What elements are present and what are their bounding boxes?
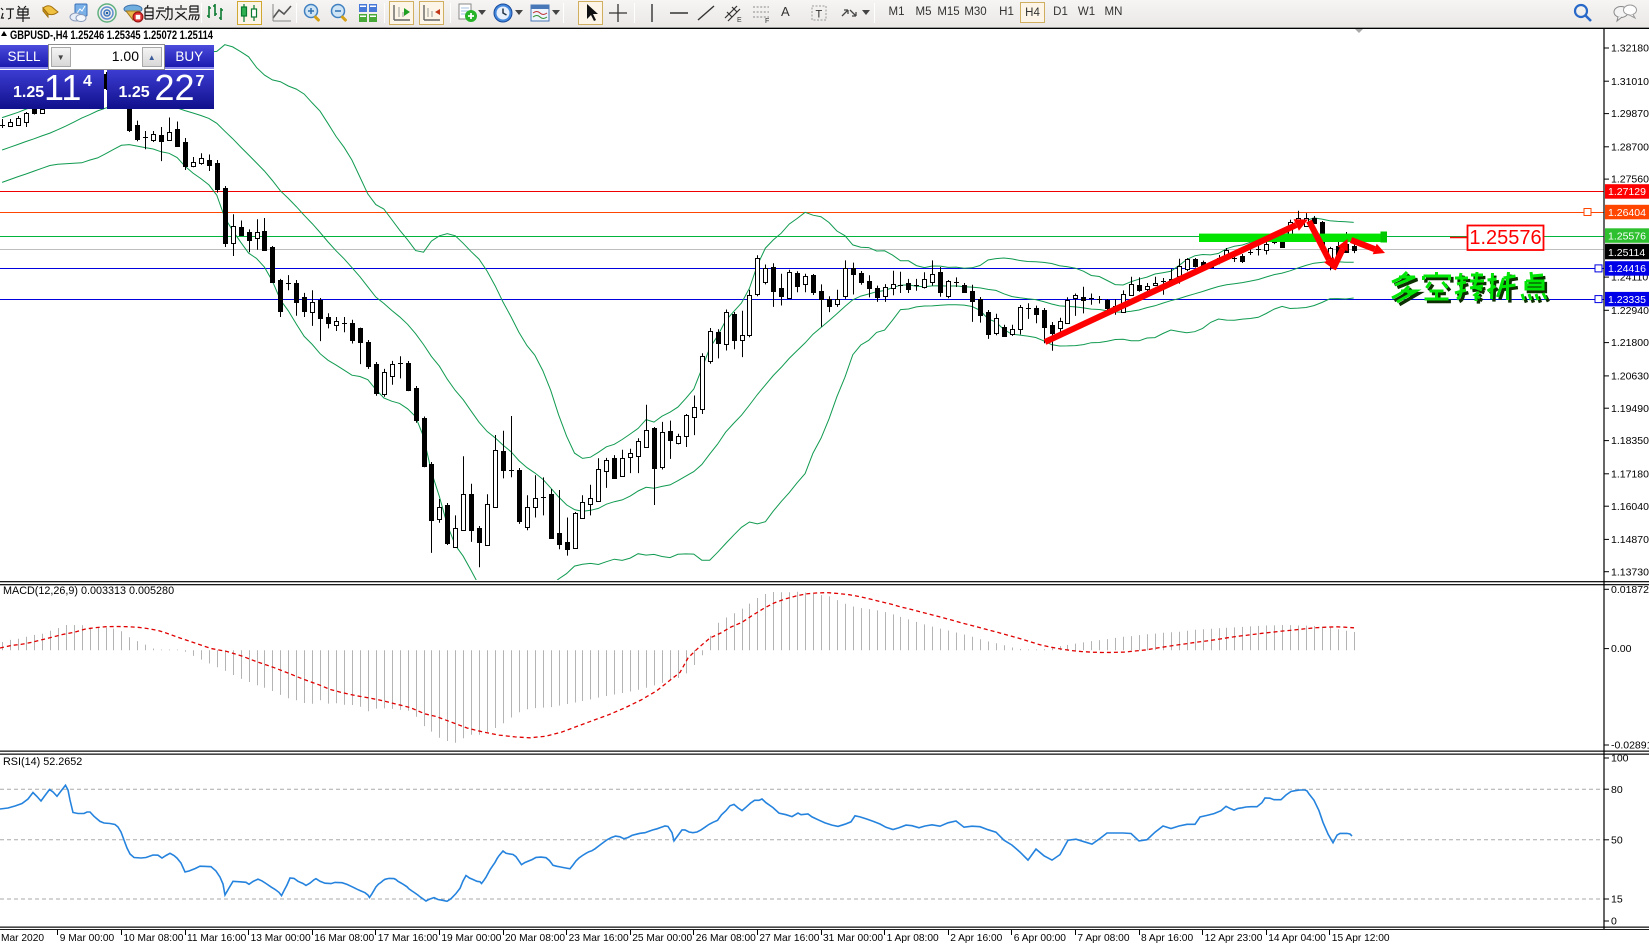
svg-text:1.26404: 1.26404 [1608, 207, 1646, 219]
svg-text:1.22940: 1.22940 [1611, 305, 1649, 317]
svg-text:1.27560: 1.27560 [1611, 174, 1649, 186]
svg-text:Mar 2020: Mar 2020 [1, 933, 44, 944]
svg-text:T: T [816, 9, 823, 21]
svg-text:13 Mar 00:00: 13 Mar 00:00 [251, 933, 311, 944]
svg-text:14 Apr 04:00: 14 Apr 04:00 [1268, 933, 1326, 944]
svg-text:RSI(14) 52.2652: RSI(14) 52.2652 [3, 756, 82, 768]
svg-text:1.24416: 1.24416 [1608, 263, 1646, 275]
svg-text:1.19490: 1.19490 [1611, 403, 1649, 415]
svg-text:80: 80 [1611, 784, 1623, 796]
svg-text:9 Mar 00:00: 9 Mar 00:00 [60, 933, 115, 944]
svg-text:7 Apr 08:00: 7 Apr 08:00 [1077, 933, 1129, 944]
svg-text:1.25576: 1.25576 [1469, 227, 1541, 249]
svg-text:1.31010: 1.31010 [1611, 76, 1649, 88]
svg-text:E: E [737, 17, 742, 24]
svg-text:1.13730: 1.13730 [1611, 566, 1649, 578]
svg-text:31 Mar 00:00: 31 Mar 00:00 [823, 933, 883, 944]
svg-text:17 Mar 16:00: 17 Mar 16:00 [378, 933, 438, 944]
svg-text:26 Mar 08:00: 26 Mar 08:00 [696, 933, 756, 944]
svg-text:MACD(12,26,9) 0.003313 0.00528: MACD(12,26,9) 0.003313 0.005280 [3, 585, 174, 597]
svg-text:1.16040: 1.16040 [1611, 501, 1649, 513]
svg-text:GBPUSD-,H4 1.25246 1.25345 1.: GBPUSD-,H4 1.25246 1.25345 1.25072 1.251… [10, 28, 213, 42]
svg-text:-0.028913: -0.028913 [1611, 740, 1649, 752]
svg-text:11 Mar 16:00: 11 Mar 16:00 [187, 933, 247, 944]
svg-text:10 Mar 08:00: 10 Mar 08:00 [123, 933, 183, 944]
svg-text:15 Apr 12:00: 15 Apr 12:00 [1332, 933, 1390, 944]
svg-text:16 Mar 08:00: 16 Mar 08:00 [314, 933, 374, 944]
svg-text:6 Apr 00:00: 6 Apr 00:00 [1014, 933, 1066, 944]
svg-text:0.018721: 0.018721 [1611, 584, 1649, 596]
svg-text:1.18350: 1.18350 [1611, 435, 1649, 447]
svg-text:100: 100 [1611, 753, 1629, 765]
svg-text:1.29870: 1.29870 [1611, 108, 1649, 120]
svg-text:1.25576: 1.25576 [1608, 230, 1646, 242]
svg-text:23 Mar 16:00: 23 Mar 16:00 [569, 933, 629, 944]
svg-text:1.32180: 1.32180 [1611, 43, 1649, 55]
svg-text:1.20630: 1.20630 [1611, 371, 1649, 383]
svg-text:20 Mar 08:00: 20 Mar 08:00 [505, 933, 565, 944]
svg-text:0.00: 0.00 [1611, 643, 1632, 655]
svg-text:50: 50 [1611, 834, 1623, 846]
svg-text:0: 0 [1611, 916, 1617, 928]
svg-text:1 Apr 08:00: 1 Apr 08:00 [887, 933, 939, 944]
svg-text:1.23335: 1.23335 [1608, 294, 1646, 306]
svg-text:F: F [765, 18, 769, 24]
svg-text:19 Mar 00:00: 19 Mar 00:00 [441, 933, 501, 944]
svg-text:25 Mar 00:00: 25 Mar 00:00 [632, 933, 692, 944]
svg-text:1.27129: 1.27129 [1608, 186, 1646, 198]
svg-text:1.28700: 1.28700 [1611, 141, 1649, 153]
svg-text:1.21800: 1.21800 [1611, 337, 1649, 349]
svg-text:1.14870: 1.14870 [1611, 534, 1649, 546]
svg-text:12 Apr 23:00: 12 Apr 23:00 [1205, 933, 1263, 944]
svg-text:1.25114: 1.25114 [1608, 247, 1645, 259]
svg-text:2 Apr 16:00: 2 Apr 16:00 [950, 933, 1002, 944]
svg-text:27 Mar 16:00: 27 Mar 16:00 [759, 933, 819, 944]
svg-text:15: 15 [1611, 894, 1623, 906]
svg-text:8 Apr 16:00: 8 Apr 16:00 [1141, 933, 1193, 944]
svg-text:1.17180: 1.17180 [1611, 468, 1649, 480]
